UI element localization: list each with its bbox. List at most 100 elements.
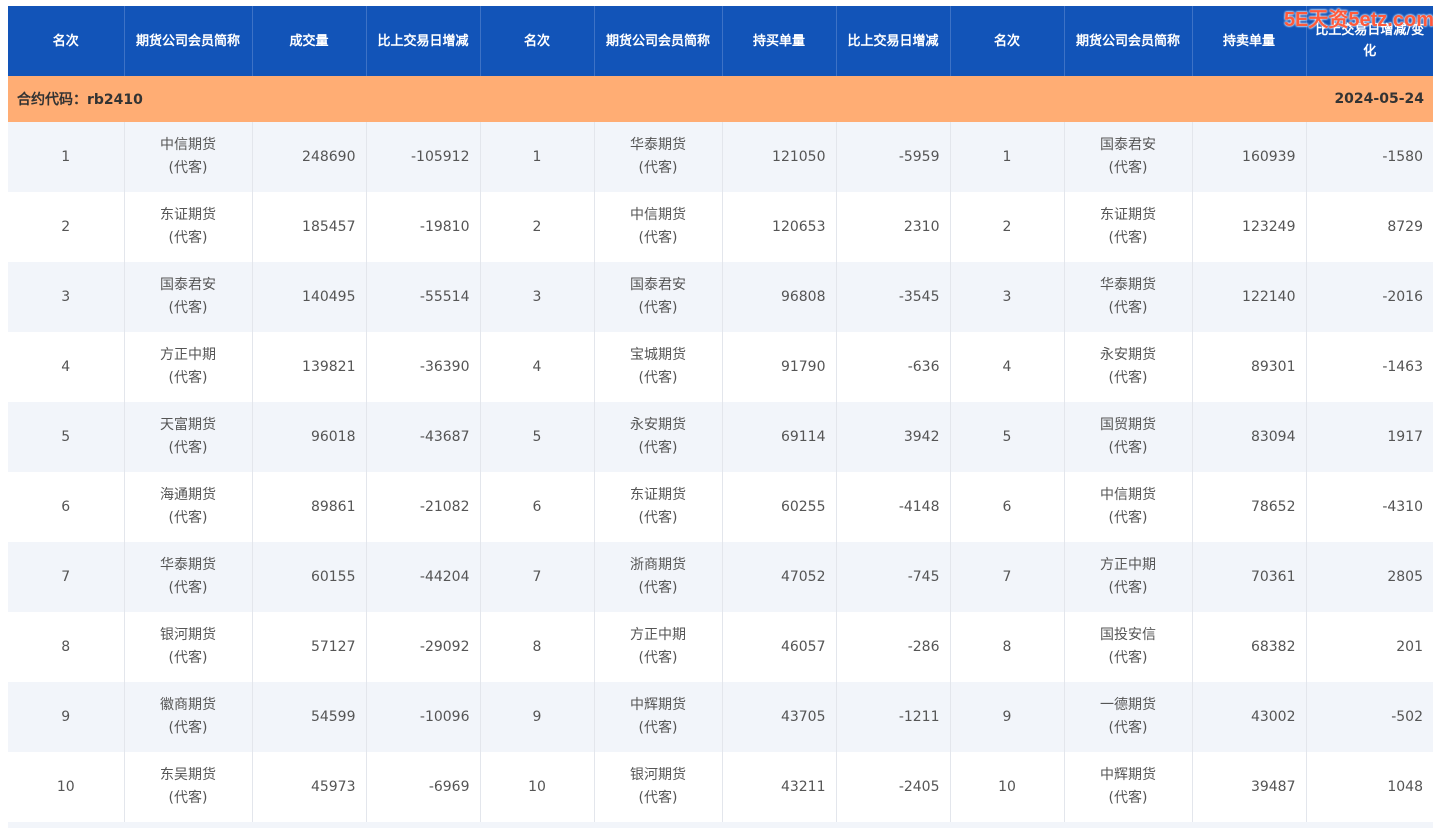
header-rank-3[interactable]: 名次 [950,6,1065,76]
volume-cell: 185457 [252,192,367,262]
member-name-cell: 国投安信 (代客) [1064,612,1193,682]
member-name[interactable]: 中信期货 [160,137,216,153]
long-change-cell: -286 [836,612,951,682]
rank-cell: 9 [8,682,125,752]
volume-change-cell: -36390 [366,332,481,402]
long-change-cell: -745 [836,542,951,612]
member-name[interactable]: 方正中期 [630,627,686,643]
rank-cell: 6 [8,472,125,542]
member-name[interactable]: 中辉期货 [1100,767,1156,783]
member-name[interactable]: 国贸期货 [1100,417,1156,433]
volume-change-cell: -105912 [366,122,481,192]
member-name[interactable]: 徽商期货 [160,697,216,713]
member-type: (代客) [1108,160,1148,176]
member-name[interactable]: 华泰期货 [1100,277,1156,293]
member-name-cell: 东证期货 (代客) [594,472,723,542]
long-position-cell: 43705 [722,682,837,752]
table-row: 2 东证期货 (代客) 185457 -19810 2 中信期货 (代客) 120653 2310… [8,192,1433,262]
header-volume-change[interactable]: 比上交易日增减 [366,6,481,76]
volume-cell: 139821 [252,332,367,402]
rank-cell: 3 [8,262,125,332]
member-name-cell: 国贸期货 (代客) [1064,402,1193,472]
header-long-position[interactable]: 持买单量 [722,6,837,76]
table-row: 6 海通期货 (代客) 89861 -21082 6 东证期货 (代客) 60255 -4148 6… [8,472,1433,542]
volume-change-cell: -55514 [366,262,481,332]
table-row: 7 华泰期货 (代客) 60155 -44204 7 浙商期货 (代客) 47052 -745 7 方… [8,542,1433,612]
rank-cell: 8 [950,612,1065,682]
member-name[interactable]: 银河期货 [160,627,216,643]
rank-cell: 2 [480,192,595,262]
header-short-change[interactable]: 比上交易日增减/变化 [1306,6,1433,76]
long-change-cell: -2405 [836,752,951,822]
short-change-cell: -1463 [1306,332,1433,402]
member-name-cell: 浙商期货 (代客) [594,542,723,612]
member-name-cell: 华泰期货 (代客) [124,542,253,612]
header-volume[interactable]: 成交量 [252,6,367,76]
header-rank-2[interactable]: 名次 [480,6,595,76]
member-name[interactable]: 中辉期货 [630,697,686,713]
header-member-1[interactable]: 期货公司会员简称 [124,6,253,76]
header-rank-1[interactable]: 名次 [8,6,125,76]
member-type: (代客) [1108,300,1148,316]
rank-cell: 6 [480,472,595,542]
header-short-position[interactable]: 持卖单量 [1192,6,1307,76]
member-type: (代客) [638,650,678,666]
short-change-cell: -2016 [1306,262,1433,332]
member-name[interactable]: 一德期货 [1100,697,1156,713]
member-name[interactable]: 东吴期货 [160,767,216,783]
header-long-change[interactable]: 比上交易日增减 [836,6,951,76]
member-name[interactable]: 东证期货 [1100,207,1156,223]
member-name[interactable]: 浙商期货 [630,557,686,573]
member-name[interactable]: 国投安信 [1100,627,1156,643]
short-position-cell: 70361 [1192,542,1307,612]
short-change-cell: -502 [1306,682,1433,752]
member-name-cell: 中信期货 (代客) [1064,472,1193,542]
long-change-cell: -1211 [836,682,951,752]
member-name-cell: 东证期货 (代客) [1064,192,1193,262]
rank-cell: 9 [950,682,1065,752]
member-name[interactable]: 天富期货 [160,417,216,433]
member-name[interactable]: 方正中期 [1100,557,1156,573]
member-type: (代客) [638,230,678,246]
rank-cell: 3 [480,262,595,332]
rank-cell: 5 [950,402,1065,472]
volume-cell: 57127 [252,612,367,682]
member-type: (代客) [168,160,208,176]
member-name[interactable]: 国泰君安 [1100,137,1156,153]
header-member-2[interactable]: 期货公司会员简称 [594,6,723,76]
member-name[interactable]: 华泰期货 [160,557,216,573]
member-name-cell: 方正中期 (代客) [124,332,253,402]
member-name[interactable]: 永安期货 [1100,347,1156,363]
member-name[interactable]: 海通期货 [160,487,216,503]
member-name-cell: 中辉期货 (代客) [594,682,723,752]
member-name-cell: 华泰期货 (代客) [1064,262,1193,332]
rank-cell: 4 [950,332,1065,402]
member-type: (代客) [638,370,678,386]
member-name[interactable]: 国泰君安 [160,277,216,293]
member-name[interactable]: 中信期货 [1100,487,1156,503]
header-member-3[interactable]: 期货公司会员简称 [1064,6,1193,76]
member-name[interactable]: 国泰君安 [630,277,686,293]
table-row: 10 东吴期货 (代客) 45973 -6969 10 银河期货 (代客) 43211 -2405… [8,752,1433,822]
member-name[interactable]: 宝城期货 [630,347,686,363]
member-name[interactable]: 东证期货 [160,207,216,223]
short-change-cell: 201 [1306,612,1433,682]
long-position-cell: 96808 [722,262,837,332]
member-name-cell: 徽商期货 (代客) [124,682,253,752]
member-name[interactable]: 东证期货 [630,487,686,503]
volume-change-cell: -10096 [366,682,481,752]
member-name[interactable]: 方正中期 [160,347,216,363]
member-name-cell: 天富期货 (代客) [124,402,253,472]
member-name[interactable]: 银河期货 [630,767,686,783]
member-name[interactable]: 永安期货 [630,417,686,433]
member-type: (代客) [638,300,678,316]
rank-cell: 8 [8,612,125,682]
member-type: (代客) [638,510,678,526]
short-change-cell: 2805 [1306,542,1433,612]
member-name[interactable]: 华泰期货 [630,137,686,153]
member-name[interactable]: 中信期货 [630,207,686,223]
long-change-cell: -636 [836,332,951,402]
short-change-cell: 8729 [1306,192,1433,262]
short-position-cell: 43002 [1192,682,1307,752]
rank-cell: 5 [480,402,595,472]
